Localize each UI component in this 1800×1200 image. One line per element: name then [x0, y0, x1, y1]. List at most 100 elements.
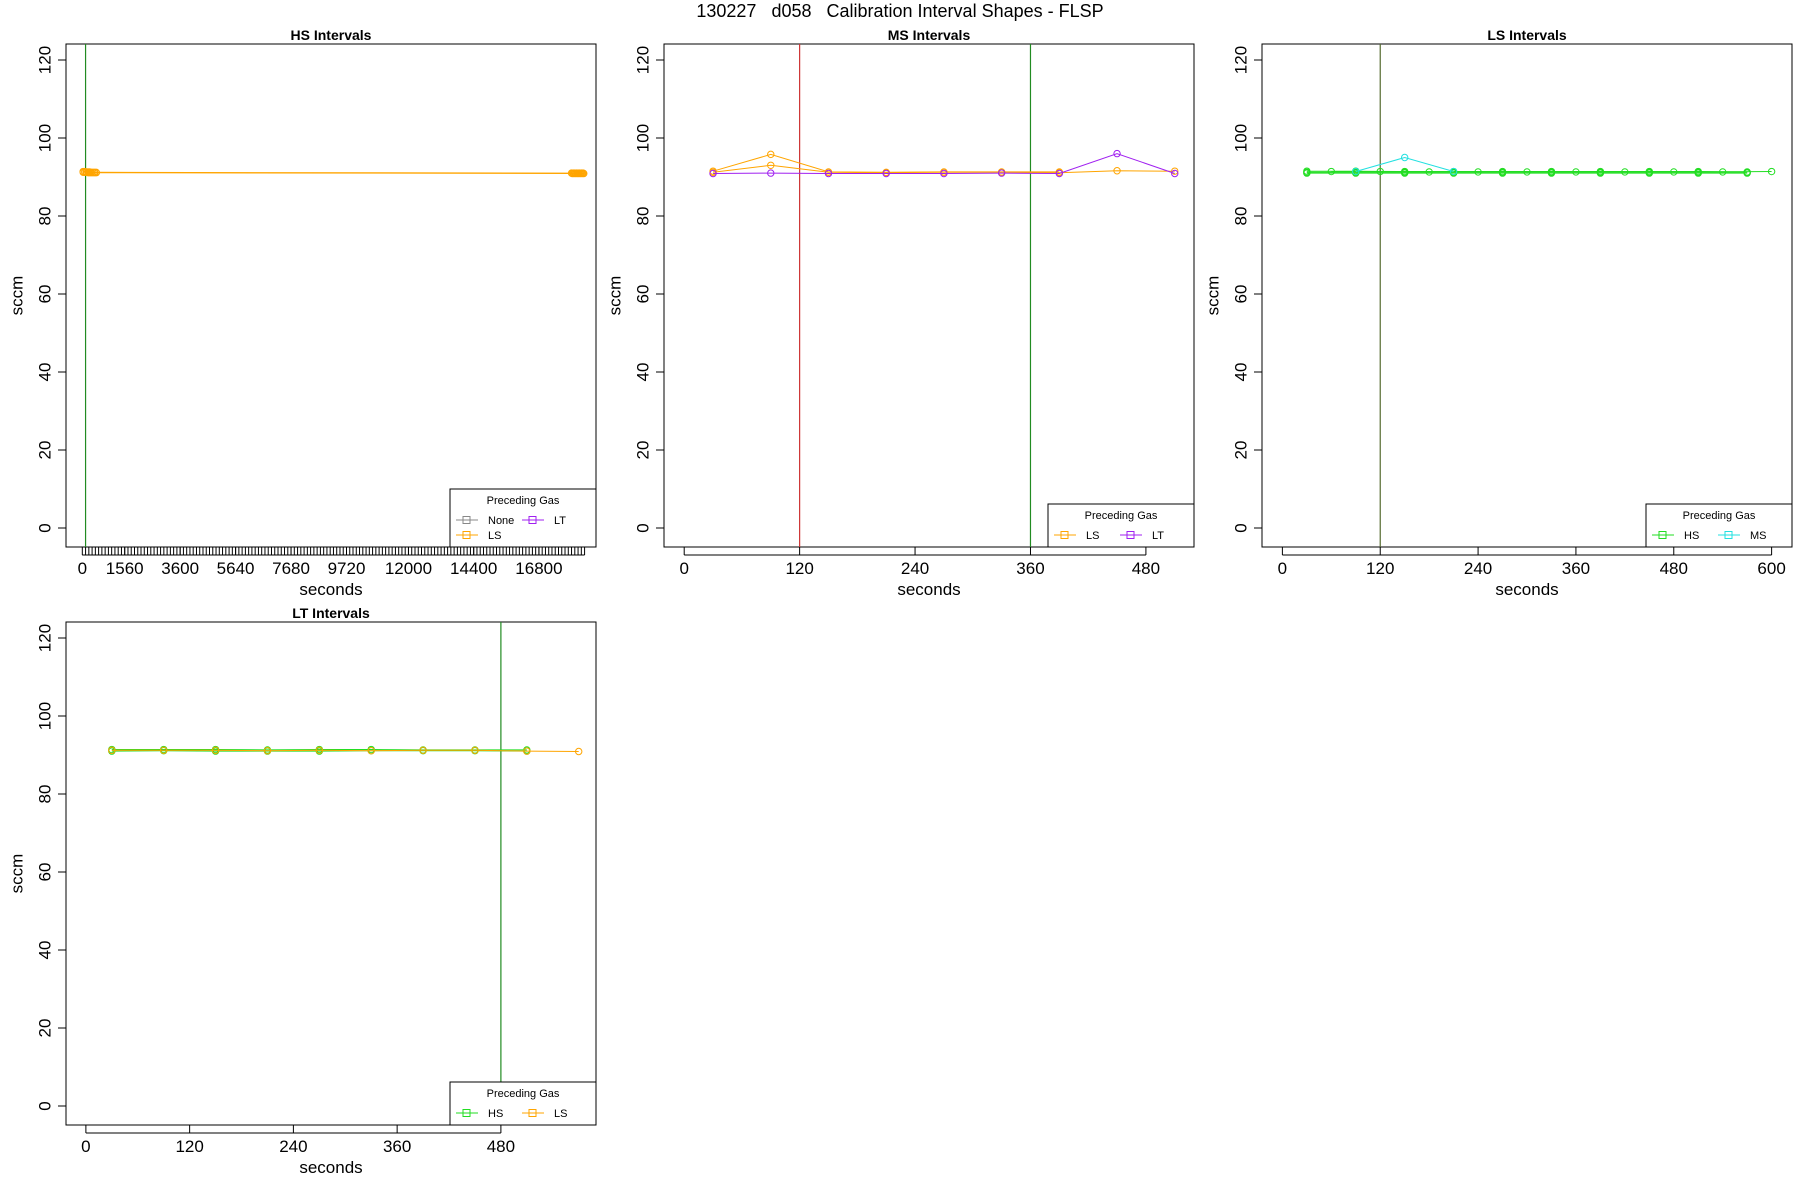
legend-box — [449, 1081, 597, 1126]
data-point — [1171, 167, 1179, 175]
data-point — [824, 169, 833, 178]
data-point — [1523, 168, 1531, 176]
x-axis-label: seconds — [897, 580, 960, 599]
legend-swatch — [528, 516, 537, 524]
data-point — [1718, 168, 1727, 176]
data-point — [997, 169, 1006, 177]
x-tick-label: 9720 — [328, 559, 366, 578]
data-point — [367, 747, 375, 755]
data-point — [1621, 168, 1629, 176]
data-point — [108, 746, 116, 755]
x-tick-label: 240 — [901, 559, 929, 578]
data-point — [1767, 167, 1776, 176]
y-tick-label: 20 — [633, 441, 652, 460]
x-tick-label: 240 — [1464, 559, 1492, 578]
legend-label: MS — [1750, 530, 1767, 542]
y-tick-label: 100 — [35, 702, 54, 730]
x-tick-label: 480 — [1660, 559, 1688, 578]
legend-swatch — [1060, 531, 1069, 539]
x-tick-label: 0 — [1278, 559, 1287, 578]
data-point — [767, 150, 775, 159]
data-point — [263, 747, 272, 755]
x-tick-label: 0 — [81, 1137, 90, 1156]
legend: Preceding Gas None LT LS — [449, 488, 597, 548]
data-point — [1376, 167, 1384, 176]
x-tick-label: 3600 — [161, 559, 199, 578]
data-point — [1449, 167, 1458, 176]
chart-title: LT Intervals — [292, 605, 370, 621]
y-tick-label: 20 — [35, 1019, 54, 1038]
y-tick-label: 40 — [35, 363, 54, 382]
y-tick-label: 60 — [35, 285, 54, 304]
legend: Preceding Gas HS MS — [1645, 503, 1793, 548]
series-line-lt — [713, 153, 1175, 175]
data-point — [580, 169, 588, 178]
legend-swatch — [462, 531, 471, 539]
data-point — [1171, 169, 1179, 178]
data-point — [1596, 169, 1605, 177]
series-line-ms — [1355, 156, 1454, 172]
x-tick-label: 12000 — [385, 559, 432, 578]
legend-swatch — [462, 516, 471, 524]
x-tick-label: 600 — [1757, 559, 1785, 578]
y-tick-label: 120 — [633, 46, 652, 74]
data-point — [1055, 169, 1064, 178]
legend-label: None — [488, 515, 514, 527]
plot-frame — [65, 621, 597, 1126]
data-point — [940, 169, 948, 178]
data-point — [1303, 169, 1311, 177]
data-point — [1743, 169, 1751, 177]
legend-label: LT — [1152, 530, 1164, 542]
x-tick-label: 120 — [175, 1137, 203, 1156]
x-tick-label: 7680 — [272, 559, 310, 578]
data-point — [767, 169, 775, 177]
y-tick-label: 40 — [35, 941, 54, 960]
data-point — [1400, 169, 1409, 177]
y-tick-label: 0 — [633, 523, 652, 532]
legend-label: LS — [488, 530, 501, 542]
x-tick-label: 120 — [785, 559, 813, 578]
legend: Preceding Gas HS LS — [449, 1081, 597, 1126]
y-tick-label: 0 — [35, 1101, 54, 1110]
data-point — [211, 746, 220, 755]
y-tick-label: 80 — [35, 207, 54, 226]
x-tick-label: 0 — [78, 559, 87, 578]
legend-box — [449, 488, 597, 548]
y-tick-label: 60 — [1231, 285, 1250, 304]
chart-lt: LT Intervals 0 20 40 60 80 100 120 sccm 0 120 240 36… — [7, 605, 597, 1177]
data-point — [419, 746, 427, 755]
legend-label: LT — [554, 515, 566, 527]
data-point — [1400, 153, 1409, 162]
y-tick-label: 40 — [1231, 363, 1250, 382]
data-point — [1425, 168, 1433, 176]
x-tick-label: 480 — [487, 1137, 515, 1156]
chart-hs: HS Intervals 0 20 40 60 80 100 120 sccm 0 1560 3600… — [7, 27, 597, 599]
data-point — [1327, 167, 1336, 176]
data-point — [1670, 168, 1678, 176]
legend-swatch — [462, 1109, 471, 1117]
legend-swatch — [528, 1109, 537, 1117]
chart-ms: MS Intervals 0 20 40 60 80 100 120 sccm 0 120 240 36… — [605, 27, 1195, 599]
x-tick-label: 360 — [1562, 559, 1590, 578]
x-tick-label: 16800 — [515, 559, 562, 578]
plot-frame — [65, 43, 597, 548]
series-line-ls — [713, 164, 1175, 174]
chart-title: HS Intervals — [291, 27, 372, 43]
y-axis-label: sccm — [1203, 276, 1222, 316]
y-tick-label: 20 — [35, 441, 54, 460]
y-tick-label: 0 — [35, 523, 54, 532]
x-tick-label: 1560 — [106, 559, 144, 578]
data-point — [882, 169, 890, 178]
y-tick-label: 20 — [1231, 441, 1250, 460]
legend-title: Preceding Gas — [487, 495, 560, 507]
y-tick-label: 80 — [1231, 207, 1250, 226]
x-tick-label: 5640 — [217, 559, 255, 578]
page-title: 130227 d058 Calibration Interval Shapes … — [696, 1, 1104, 21]
data-point — [92, 169, 101, 177]
y-axis-label: sccm — [605, 276, 624, 316]
data-point — [1572, 168, 1580, 176]
data-point — [315, 746, 324, 755]
legend-label: HS — [488, 1108, 503, 1120]
legend-swatch — [1658, 531, 1667, 539]
